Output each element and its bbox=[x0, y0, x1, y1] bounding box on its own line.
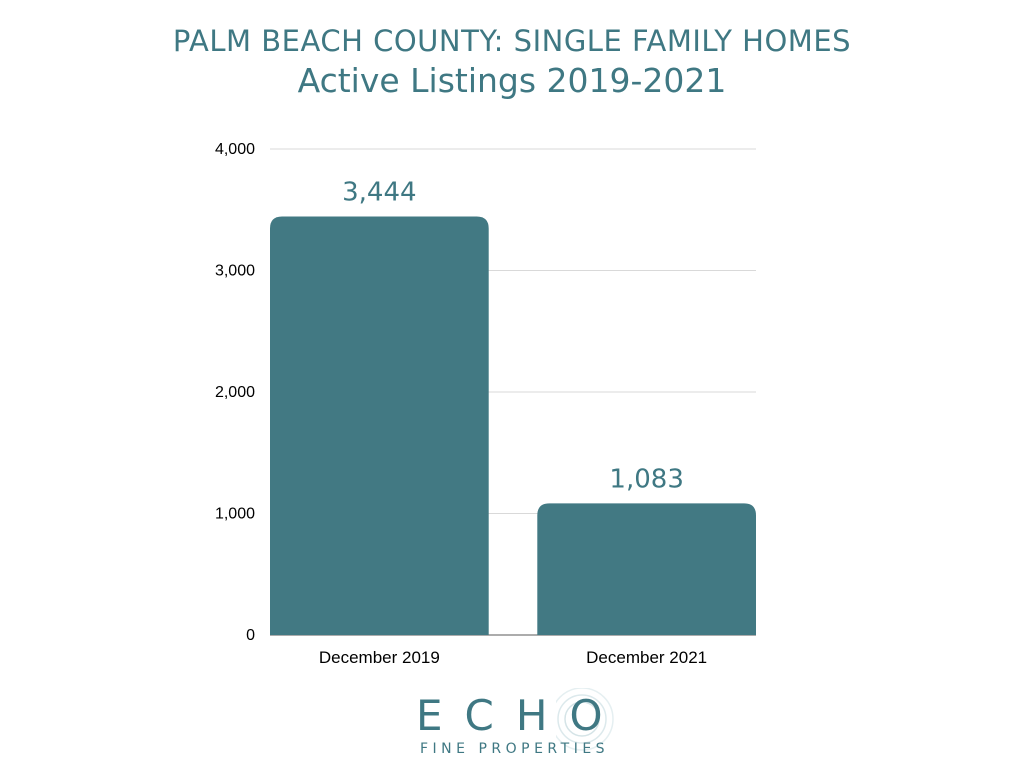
bar bbox=[270, 216, 489, 635]
x-tick-label: December 2019 bbox=[319, 648, 440, 667]
data-labels: 3,444 1,083 bbox=[342, 178, 684, 495]
y-tick-label: 1,000 bbox=[215, 506, 255, 523]
chart-header: PALM BEACH COUNTY: SINGLE FAMILY HOMES A… bbox=[0, 22, 1024, 102]
y-axis-ticks: 0 1,000 2,000 3,000 4,000 bbox=[215, 141, 255, 644]
chart-title: PALM BEACH COUNTY: SINGLE FAMILY HOMES bbox=[172, 24, 852, 58]
x-axis-ticks: December 2019 December 2021 bbox=[319, 648, 707, 667]
chart-subtitle: Active Listings 2019-2021 bbox=[297, 61, 727, 100]
y-tick-label: 0 bbox=[246, 627, 255, 644]
logo-rings-icon bbox=[556, 688, 614, 751]
logo-tagline: FINE PROPERTIES bbox=[420, 741, 610, 757]
data-label: 1,083 bbox=[609, 464, 683, 494]
y-tick-label: 3,000 bbox=[215, 263, 255, 280]
y-tick-label: 2,000 bbox=[215, 384, 255, 401]
x-tick-label: December 2021 bbox=[586, 648, 707, 667]
bars bbox=[270, 216, 756, 635]
data-label: 3,444 bbox=[342, 178, 416, 208]
bar bbox=[537, 503, 756, 635]
echo-logo: ECHO FINE PROPERTIES bbox=[380, 688, 640, 766]
logo-wordmark: ECHO bbox=[416, 691, 625, 740]
y-tick-label: 4,000 bbox=[215, 141, 255, 158]
